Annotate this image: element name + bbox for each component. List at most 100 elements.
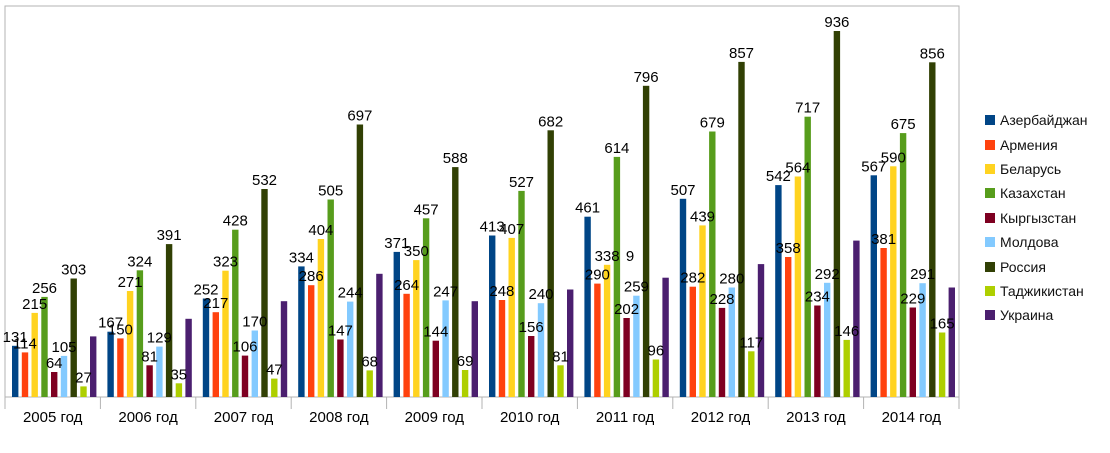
data-label: 69	[457, 353, 474, 370]
data-label: 567	[861, 158, 886, 175]
bar	[403, 293, 410, 397]
data-label: 228	[709, 291, 734, 308]
legend-item: Украина	[985, 303, 1088, 327]
bar	[185, 318, 192, 397]
data-label: 271	[118, 274, 143, 291]
legend-item: Таджикистан	[985, 279, 1088, 303]
legend: Азербайджан Армения Беларусь Казахстан Кыргы…	[985, 108, 1088, 328]
data-label: 150	[108, 321, 133, 338]
data-label: 282	[680, 270, 705, 287]
bar	[452, 167, 459, 397]
bar	[652, 359, 660, 397]
data-label: 682	[538, 113, 563, 130]
x-tick-label: 2008 год	[309, 409, 369, 426]
bar	[633, 295, 640, 397]
bar	[308, 285, 315, 397]
data-label: 291	[910, 266, 935, 283]
data-label: 259	[624, 279, 649, 296]
bar	[31, 312, 38, 397]
x-tick-label: 2011 год	[596, 409, 655, 426]
bar	[814, 305, 821, 397]
legend-item: Кыргызстан	[985, 206, 1088, 230]
bar	[880, 248, 887, 397]
bar	[51, 372, 58, 397]
x-axis-layer: 2005 год 2006 год 2007 год 2008 год 2009 год…	[4, 397, 960, 426]
legend-item: Россия	[985, 254, 1088, 278]
data-label: 303	[61, 262, 86, 279]
bar	[567, 289, 574, 397]
legend-swatch	[985, 261, 995, 272]
data-label: 507	[670, 182, 695, 199]
bar	[899, 133, 907, 397]
bar	[728, 287, 735, 397]
data-label: 564	[785, 160, 810, 177]
bar	[748, 351, 755, 397]
bar	[909, 307, 916, 397]
bar	[327, 199, 334, 397]
data-label: 234	[805, 289, 830, 306]
legend-item: Казахстан	[985, 181, 1088, 205]
data-label: 324	[127, 253, 152, 270]
bar	[679, 198, 687, 397]
data-label: 244	[338, 285, 363, 302]
bar	[518, 190, 525, 397]
legend-item: Азербайджан	[985, 108, 1088, 132]
bar	[60, 355, 68, 397]
data-label: 247	[433, 283, 458, 300]
data-label: 229	[900, 291, 925, 308]
data-label: 532	[252, 172, 277, 189]
data-label: 156	[519, 319, 544, 336]
data-label: 697	[347, 108, 372, 125]
legend-label: Казахстан	[1000, 185, 1066, 202]
bar	[948, 287, 955, 397]
data-label: 27	[75, 369, 92, 386]
bar	[584, 216, 591, 397]
bar	[165, 244, 173, 397]
data-label: 35	[170, 366, 187, 383]
legend-label: Молдова	[1000, 234, 1059, 251]
bar	[156, 346, 163, 397]
x-tick-label: 2014 год	[882, 409, 942, 426]
bar	[41, 296, 48, 397]
legend-swatch	[985, 310, 995, 321]
bar	[642, 85, 650, 398]
bar	[146, 365, 153, 397]
bar	[126, 291, 134, 397]
data-label: 505	[318, 183, 343, 200]
data-label: 391	[157, 227, 182, 244]
bar	[870, 175, 877, 397]
bar	[508, 237, 515, 397]
bar	[241, 355, 249, 397]
bar	[317, 239, 325, 397]
x-tick-label: 2012 год	[691, 409, 751, 426]
x-tick-label: 2009 год	[405, 409, 465, 426]
x-tick-label: 2006 год	[118, 409, 178, 426]
data-label: 588	[443, 150, 468, 167]
bar	[376, 273, 383, 397]
bar	[107, 331, 114, 397]
bar	[232, 229, 239, 397]
data-label: 590	[881, 149, 906, 166]
bar	[251, 330, 258, 397]
data-label: 217	[203, 295, 228, 312]
data-label: 439	[690, 208, 715, 225]
data-label: 796	[634, 69, 659, 86]
bar	[498, 300, 506, 397]
data-label: 256	[32, 280, 57, 297]
bar	[136, 270, 144, 397]
legend-swatch	[985, 139, 995, 150]
bar	[366, 370, 373, 397]
bar	[709, 131, 716, 397]
data-label: 81	[552, 348, 569, 365]
bar	[824, 282, 831, 397]
bar	[261, 189, 268, 397]
bar	[557, 365, 564, 397]
data-label: 381	[871, 231, 896, 248]
data-label: 131	[3, 329, 28, 346]
legend-label: Украина	[1000, 307, 1054, 324]
bar	[699, 225, 706, 397]
legend-label: Кыргызстан	[1000, 209, 1077, 226]
data-label: 68	[361, 353, 378, 370]
bar	[12, 345, 19, 397]
data-label: 542	[766, 168, 791, 185]
